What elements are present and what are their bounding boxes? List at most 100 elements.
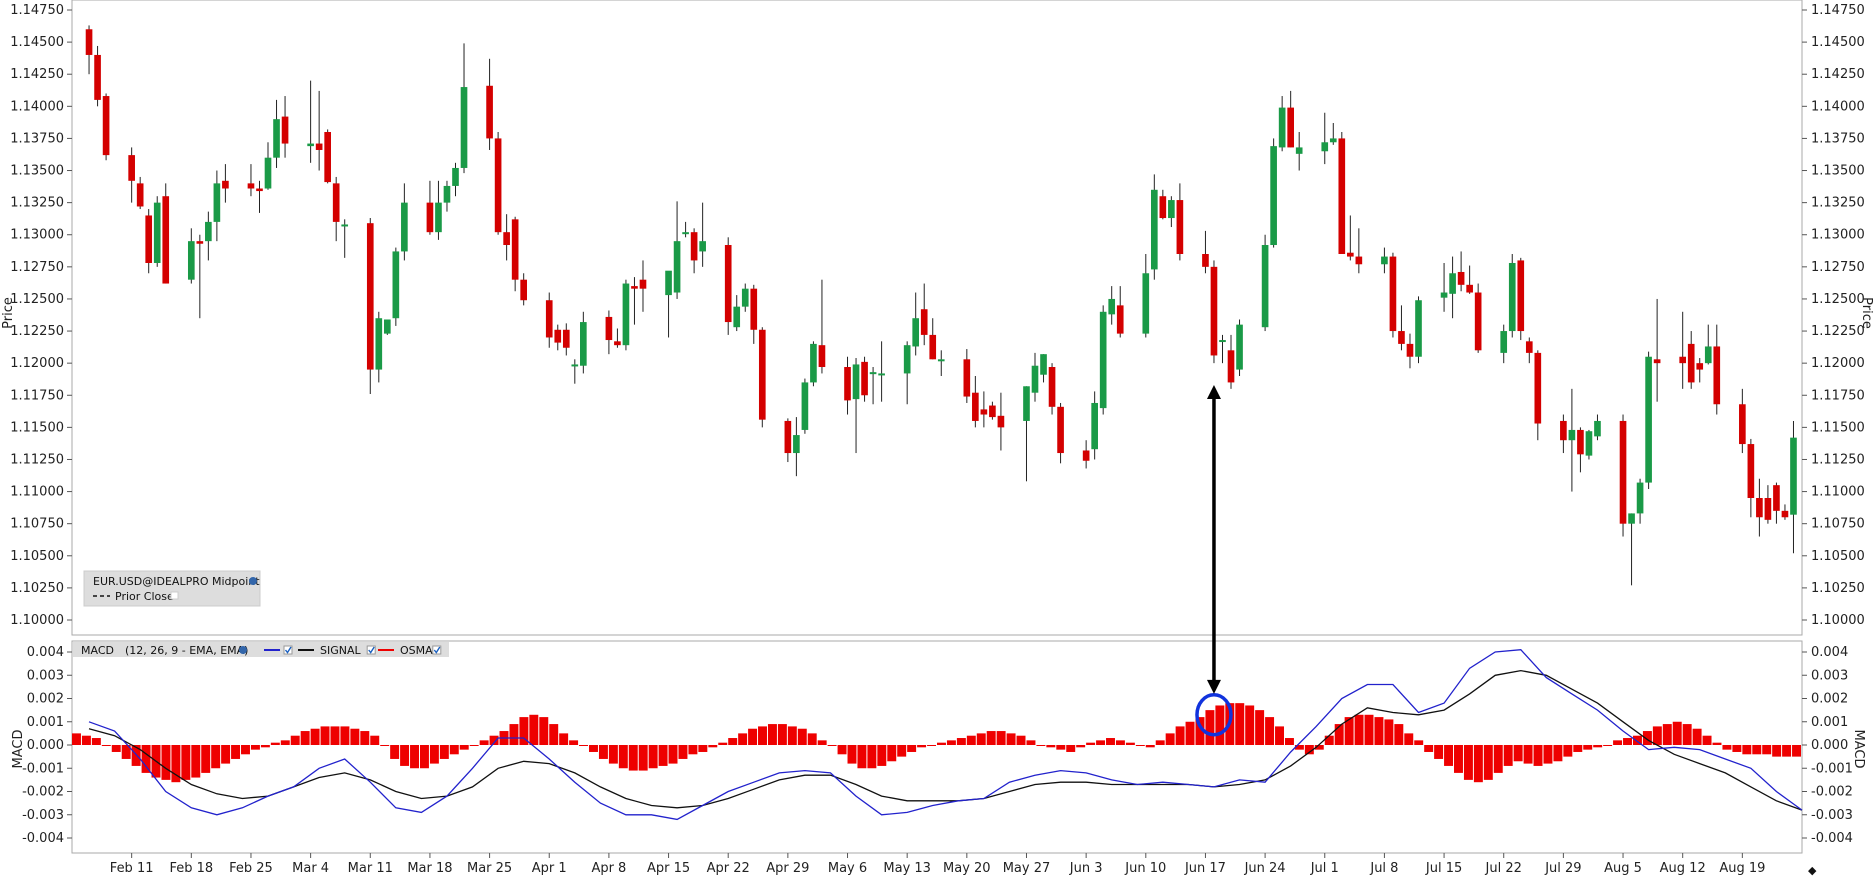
- osma-bar: [519, 717, 529, 745]
- candle-body: [205, 221, 212, 242]
- candle: [1704, 324, 1712, 365]
- resize-grip-icon: ◆: [1808, 864, 1817, 877]
- osma-bar: [897, 745, 907, 757]
- price-axis-label-right: Price: [1859, 297, 1874, 329]
- osma-bar: [1364, 714, 1374, 745]
- candle-body: [247, 183, 255, 189]
- candle: [878, 341, 885, 402]
- price-ytick-label-left: 1.13000: [10, 228, 64, 243]
- osma-bar: [1245, 705, 1255, 745]
- osma-bar: [449, 745, 459, 755]
- osma-bar: [589, 745, 598, 752]
- xtick-label: Apr 8: [591, 861, 626, 876]
- price-ytick-label-left: 1.14750: [10, 3, 64, 18]
- candle: [1764, 485, 1772, 524]
- macd-legend[interactable]: MACD (12, 26, 9 - EMA, EMA) SIGNAL OSMA: [73, 642, 449, 657]
- osma-bar: [1742, 745, 1752, 755]
- candle-body: [972, 392, 979, 421]
- candle-body: [452, 167, 459, 186]
- candle: [1057, 402, 1064, 464]
- osma-bar: [837, 745, 847, 755]
- globe-icon[interactable]: [249, 577, 257, 585]
- candle-body: [213, 183, 221, 222]
- series-visibility-checkbox[interactable]: [366, 645, 376, 655]
- candle-body: [1739, 404, 1746, 445]
- candle: [187, 228, 195, 284]
- osma-bar: [797, 728, 807, 745]
- candle-body: [861, 361, 868, 396]
- price-ytick-label-left: 1.10000: [10, 613, 64, 628]
- candle: [1023, 386, 1030, 482]
- candle: [1585, 429, 1593, 460]
- candle-body: [852, 364, 860, 400]
- prior-close-checkbox[interactable]: [170, 591, 179, 600]
- osma-bar: [608, 745, 618, 764]
- candle-body: [307, 143, 314, 147]
- osma-bar: [439, 745, 449, 759]
- osma-bar: [1473, 745, 1483, 783]
- candle-body: [1713, 346, 1721, 405]
- candle-body: [1381, 256, 1388, 265]
- price-ytick-label-right: 1.10250: [1811, 581, 1865, 596]
- osma-bar: [728, 738, 738, 745]
- candle-body: [1168, 200, 1175, 219]
- osma-bar: [1732, 745, 1742, 752]
- osma-bar: [1444, 745, 1454, 766]
- annotations: [1195, 384, 1233, 737]
- osma-bar: [1374, 717, 1384, 745]
- osma-bar: [1523, 745, 1533, 764]
- price-ytick-label-right: 1.11250: [1811, 452, 1865, 467]
- candle: [605, 310, 613, 355]
- price-legend[interactable]: EUR.USD@IDEALPRO Midpoint Prior Close: [83, 570, 261, 607]
- candle-body: [520, 279, 527, 301]
- price-ytick-label-right: 1.14500: [1811, 35, 1865, 50]
- osma-bar: [201, 745, 211, 773]
- osma-bar: [400, 745, 410, 766]
- osma-bar: [360, 731, 370, 745]
- osma-bar: [1185, 721, 1195, 745]
- candle: [1508, 254, 1516, 338]
- macd-axis-label-left: MACD: [11, 730, 26, 769]
- candle: [1082, 440, 1090, 469]
- globe-icon[interactable]: [239, 646, 247, 654]
- price-ytick-label-left: 1.13250: [10, 196, 64, 211]
- candle: [1261, 234, 1269, 332]
- candle: [383, 319, 391, 335]
- series-visibility-checkbox[interactable]: [283, 645, 293, 655]
- osma-bar: [1463, 745, 1473, 780]
- arrow-head-down: [1206, 679, 1221, 694]
- xtick-label: Jun 24: [1244, 861, 1286, 876]
- candle: [1099, 305, 1107, 415]
- osma-bar: [260, 745, 270, 748]
- macd-ytick-label-right: -0.003: [1811, 808, 1853, 823]
- osma-bar: [628, 745, 638, 771]
- osma-bar: [658, 745, 668, 766]
- candle: [128, 147, 135, 203]
- price-ytick-label-left: 1.10250: [10, 581, 64, 596]
- candle-body: [912, 318, 920, 347]
- candle-body: [460, 87, 468, 168]
- candle-body: [94, 54, 101, 100]
- xtick-label: Mar 25: [467, 861, 512, 876]
- candle: [375, 311, 383, 383]
- arrow-head-up: [1206, 384, 1221, 399]
- candle: [1781, 504, 1789, 520]
- osma-bar: [1593, 745, 1603, 748]
- osma-bar: [390, 745, 400, 759]
- macd-ytick-label-right: -0.002: [1811, 785, 1853, 800]
- candle-body: [494, 138, 502, 233]
- candle-body: [1082, 450, 1090, 461]
- osma-bar: [1115, 740, 1125, 745]
- candle: [1168, 196, 1175, 228]
- series-visibility-checkbox[interactable]: [432, 645, 442, 655]
- price-legend-box: [83, 570, 261, 607]
- osma-bar: [1533, 745, 1543, 766]
- osma-bar: [718, 742, 728, 745]
- price-ytick-label-right: 1.13500: [1811, 164, 1865, 179]
- candle-body: [622, 283, 630, 346]
- candle-body: [793, 435, 800, 454]
- osma-bar: [668, 745, 678, 764]
- candle: [1150, 174, 1158, 280]
- candle: [324, 129, 331, 184]
